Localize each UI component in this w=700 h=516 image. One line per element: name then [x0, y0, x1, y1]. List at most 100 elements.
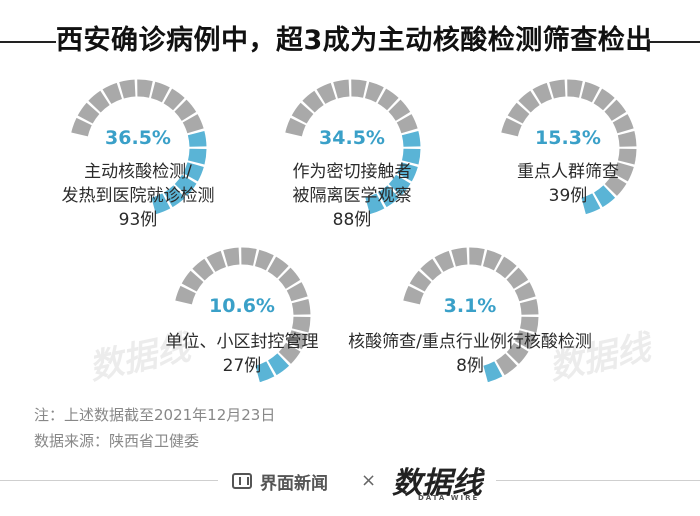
gauge-segment-filled — [255, 361, 275, 383]
gauge-segment-empty — [451, 247, 468, 267]
gauge-segment-empty — [181, 270, 204, 292]
gauge-segment-empty — [223, 247, 240, 267]
gauge-segment-filled — [483, 361, 503, 383]
gauge-segment-empty — [150, 81, 170, 103]
gauge-segment-filled — [377, 185, 400, 208]
gauge-segment-empty — [396, 114, 418, 134]
gauge-segment-empty — [174, 99, 197, 122]
gauge-segment-empty — [206, 250, 227, 273]
gauge-segment-empty — [137, 79, 153, 98]
note-date: 注：上述数据截至2021年12月23日 — [34, 406, 276, 424]
gauge-segment-empty — [302, 90, 324, 113]
gauge-segment-empty — [163, 88, 185, 111]
gauge-segment-filled — [151, 193, 171, 215]
gauge-1: 36.5% — [71, 79, 207, 215]
gauge-segment-filled — [401, 148, 421, 165]
gauge-label-line: 8例 — [456, 356, 484, 376]
times-sign: × — [361, 470, 377, 491]
gauge-segment-empty — [291, 102, 314, 124]
gauge-percent-label: 36.5% — [105, 127, 171, 149]
brand-jiemian: 界面新闻 — [232, 466, 328, 496]
gauge-percent-label: 10.6% — [209, 295, 275, 317]
gauge-segment-empty — [495, 353, 518, 376]
gauge-segment-filled — [365, 193, 385, 215]
note-source: 数据来源：陕西省卫健委 — [34, 432, 200, 450]
gauge-segment-empty — [514, 282, 536, 302]
gauge-label-line: 作为密切接触者 — [292, 162, 412, 182]
gauge-segment-empty — [495, 256, 517, 279]
gauge-segment-empty — [175, 285, 196, 305]
gauge-segment-empty — [593, 88, 615, 111]
data-wire-logo: 数据线 — [392, 466, 482, 501]
gauge-segment-empty — [278, 267, 301, 290]
gauge-segment-empty — [518, 90, 540, 113]
gauge-segment-empty — [501, 117, 522, 137]
gauge-segment-filled — [593, 185, 616, 208]
gauge-segment-empty — [316, 82, 337, 105]
gauge-segment-empty — [388, 99, 411, 122]
gauge-label-line: 39例 — [548, 186, 588, 206]
gauge-label-line: 主动核酸检测/ — [84, 162, 192, 182]
gauge-segment-empty — [612, 114, 634, 134]
gauge-segment-empty — [519, 316, 539, 333]
gauge-segment-empty — [506, 342, 529, 364]
gauge-percent-label: 34.5% — [319, 127, 385, 149]
gauge-segment-empty — [254, 249, 274, 271]
gauge-segment-empty — [403, 285, 424, 305]
gauge-segment-empty — [291, 316, 311, 333]
gauge-segment-empty — [286, 282, 308, 302]
gauge-segment-empty — [71, 117, 92, 137]
gauge-segment-empty — [580, 81, 600, 103]
gauge-3: 15.3% — [501, 79, 637, 215]
gauge-segment-empty — [549, 79, 566, 99]
gauge-segment-filled — [182, 162, 204, 182]
gauge-segment-empty — [507, 102, 530, 124]
gauge-category-label: 重点人群筛查 39例 — [408, 160, 700, 208]
gauge-segment-empty — [519, 298, 539, 316]
gauge-label-line: 核酸筛查/重点行业例行核酸检测 — [348, 332, 592, 352]
gauge-segment-filled — [267, 353, 290, 376]
gauge-segment-empty — [514, 330, 536, 350]
gauge-segment-empty — [567, 79, 583, 98]
gauge-segment-filled — [174, 174, 197, 196]
brand-name: 界面新闻 — [260, 473, 328, 494]
gauge-segment-empty — [409, 270, 432, 292]
gauge-category-label: 主动核酸检测/发热到医院就诊检测 93例 — [0, 160, 298, 232]
gauge-segment-filled — [581, 193, 601, 215]
gauge-segment-empty — [617, 130, 637, 148]
gauge-segment-empty — [119, 79, 136, 99]
gauge-category-label: 作为密切接触者 被隔离医学观察 88例 — [192, 160, 512, 232]
title-rule-right — [648, 41, 700, 43]
gauge-segment-empty — [532, 82, 553, 105]
gauge-segment-empty — [617, 148, 637, 165]
gauge-segment-filled — [388, 174, 411, 196]
gauge-segment-empty — [377, 88, 399, 111]
gauge-label-line: 被隔离医学观察 — [292, 186, 412, 206]
chart-title: 西安确诊病例中，超3成为主动核酸检测筛查检出 — [56, 25, 653, 56]
gauge-label-line: 93例 — [118, 210, 158, 230]
gauge-segment-empty — [482, 249, 502, 271]
gauge-segment-empty — [77, 102, 100, 124]
gauge-segment-empty — [285, 117, 306, 137]
gauge-segment-empty — [267, 256, 289, 279]
gauge-segment-empty — [351, 79, 367, 98]
gauge-category-label: 核酸筛查/重点行业例行核酸检测 8例 — [310, 330, 630, 378]
gauge-segment-empty — [604, 99, 627, 122]
gauge-percent-label: 15.3% — [535, 127, 601, 149]
gauge-segment-empty — [182, 114, 204, 134]
gauge-label-line: 27例 — [222, 356, 262, 376]
gauge-segment-filled — [187, 148, 207, 165]
jiemian-logo-icon — [232, 473, 252, 489]
gauge-segment-empty — [102, 82, 123, 105]
gauge-segment-filled — [396, 162, 418, 182]
gauge-segment-filled — [401, 130, 421, 148]
gauge-segment-empty — [506, 267, 529, 290]
gauge-label-line: 88例 — [332, 210, 372, 230]
gauge-segment-empty — [192, 258, 214, 281]
gauge-segment-empty — [604, 174, 627, 196]
footer-rule-left — [0, 480, 218, 481]
gauge-segment-empty — [469, 247, 485, 266]
gauge-segment-filled — [163, 185, 186, 208]
gauge-segment-filled — [187, 130, 207, 148]
